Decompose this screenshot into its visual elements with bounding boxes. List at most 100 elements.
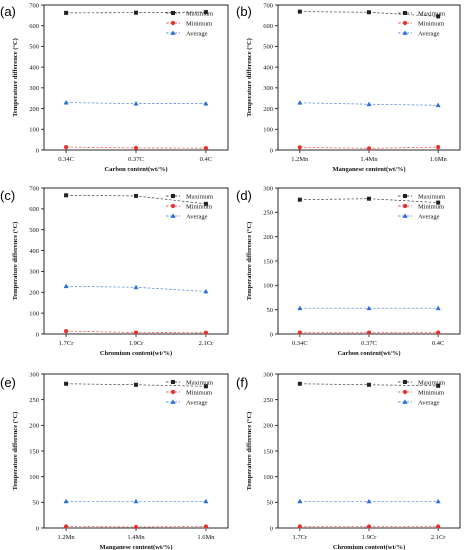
x-tick-label: 2.1Cr [431,534,446,541]
legend-marker [402,399,408,404]
legend-marker [170,399,176,404]
chart-panel: (c) 0 100 200 300 400 500 600 700 1.7Cr 1.9Cr 2.1Cr… [0,185,229,357]
legend-marker [402,30,408,35]
y-tick-label: 200 [263,106,273,113]
data-point-maximum [134,193,138,198]
y-tick-label: 300 [29,85,39,92]
data-point-minimum [63,145,69,150]
legend-label: Minimum [418,20,444,27]
y-axis-label: Temperature difference (°C) [246,222,253,301]
y-tick-label: 50 [33,500,40,507]
x-tick-label: 2.1Cr [199,340,214,347]
data-point-average [435,305,441,311]
legend-marker [170,203,176,209]
x-tick-label: 1.9Cr [129,340,144,347]
data-point-minimum [436,145,441,150]
data-point-average [203,101,209,106]
y-tick-label: 150 [29,448,39,455]
x-tick-label: 0.34C [58,156,74,163]
data-point-maximum [64,193,69,198]
data-point-maximum [436,200,441,205]
data-point-average [366,101,372,107]
plot-frame [43,373,229,529]
y-tick-label: 0 [36,331,39,338]
data-point-minimum [297,145,302,150]
legend-marker [402,20,408,26]
y-tick-label: 250 [29,397,39,404]
legend-label: Minimum [186,389,212,396]
data-point-average [366,498,372,504]
x-tick-label: 1.4Mn [360,156,378,163]
y-tick-label: 100 [263,283,273,290]
data-point-average [133,101,139,106]
y-tick-label: 200 [29,106,39,113]
y-tick-label: 300 [29,269,39,276]
y-tick-label: 200 [29,290,39,297]
data-point-average [297,498,303,504]
data-point-average [366,305,372,311]
data-point-minimum [133,145,139,151]
legend-label: Maximum [418,379,445,386]
y-tick-label: 300 [29,371,39,378]
data-point-minimum [366,330,372,335]
data-point-average [63,283,69,289]
data-point-average [203,288,209,294]
data-point-minimum [203,524,209,529]
data-point-minimum [366,146,372,151]
data-point-maximum [134,382,138,387]
legend-label: Maximum [186,193,213,200]
y-tick-label: 0 [270,147,273,154]
data-point-maximum [134,10,138,15]
data-point-maximum [297,381,302,386]
y-tick-label: 100 [29,474,39,481]
data-point-minimum [203,146,209,151]
legend-label: Average [186,399,208,406]
data-point-minimum [436,524,441,529]
x-tick-label: 1.7Cr [293,534,308,541]
x-axis-label: Carbon content(wt/%) [337,350,400,357]
legend-label: Minimum [418,389,444,396]
x-tick-label: 0.4C [200,156,212,163]
y-tick-label: 250 [263,397,273,404]
x-tick-label: 0.34C [292,340,308,347]
legend-marker [402,203,408,209]
legend-marker [170,389,176,395]
data-point-maximum [203,384,208,389]
legend-marker [170,30,176,35]
y-tick-label: 150 [263,258,273,265]
y-tick-label: 400 [29,248,39,255]
data-point-minimum [203,330,209,335]
y-tick-label: 700 [263,2,273,9]
panel-letter: (d) [236,188,252,203]
panel-letter: (a) [0,4,16,19]
y-tick-label: 200 [263,423,273,430]
data-point-maximum [367,196,371,201]
data-point-maximum [203,201,208,206]
data-point-average [203,498,209,504]
legend-label: Minimum [418,203,444,210]
y-tick-label: 300 [263,85,273,92]
x-tick-label: 1.6Mn [197,534,215,541]
legend-marker [402,389,408,395]
y-tick-label: 100 [29,127,39,134]
y-tick-label: 150 [263,448,273,455]
legend-label: Maximum [186,10,213,17]
y-axis-label: Temperature difference (°C) [246,38,253,117]
x-tick-label: 0.4C [432,340,444,347]
y-tick-label: 100 [263,474,273,481]
x-axis-label: Manganese content(wt/%) [332,166,405,173]
y-tick-label: 500 [263,44,273,51]
data-point-average [133,498,139,504]
legend-marker [171,380,175,384]
x-tick-label: 0.37C [128,156,144,163]
y-tick-label: 400 [263,64,273,71]
y-axis-label: Temperature difference (°C) [12,412,19,491]
legend-marker [171,11,175,15]
data-point-maximum [64,381,69,386]
data-point-maximum [367,10,371,15]
y-tick-label: 600 [263,23,273,30]
data-point-minimum [63,328,69,334]
x-axis-label: Chromium content(wt/%) [100,350,172,357]
data-point-average [435,498,441,504]
data-point-minimum [297,524,302,529]
